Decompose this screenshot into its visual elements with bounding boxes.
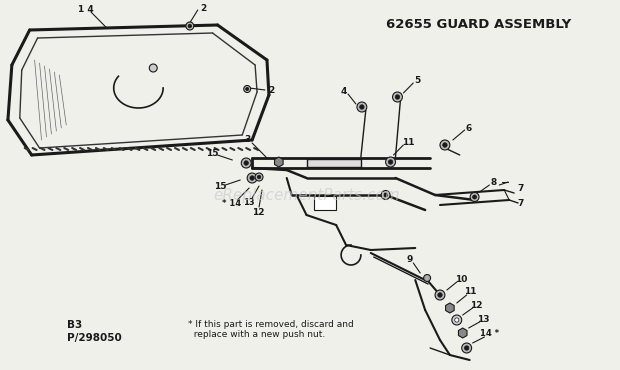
Polygon shape: [446, 303, 454, 313]
Circle shape: [443, 143, 447, 147]
Text: 12: 12: [252, 208, 264, 216]
Circle shape: [250, 176, 254, 180]
Text: 15: 15: [206, 148, 219, 158]
Circle shape: [244, 85, 250, 92]
Circle shape: [257, 175, 261, 179]
Text: 8: 8: [490, 178, 497, 186]
Circle shape: [472, 195, 477, 199]
Text: 1 4: 1 4: [78, 4, 94, 13]
Circle shape: [462, 343, 472, 353]
Bar: [306, 159, 361, 167]
Text: 2: 2: [200, 3, 207, 13]
Circle shape: [440, 140, 450, 150]
Circle shape: [255, 173, 263, 181]
Circle shape: [395, 95, 400, 99]
Circle shape: [186, 22, 194, 30]
Text: 15: 15: [215, 182, 227, 191]
Text: 5: 5: [414, 75, 420, 84]
Circle shape: [188, 24, 192, 28]
Circle shape: [357, 102, 367, 112]
Bar: [314, 196, 336, 210]
Circle shape: [435, 290, 445, 300]
Circle shape: [464, 346, 469, 350]
Circle shape: [423, 275, 430, 282]
Text: 62655 GUARD ASSEMBLY: 62655 GUARD ASSEMBLY: [386, 18, 571, 31]
Text: 3: 3: [244, 135, 250, 144]
Circle shape: [386, 157, 396, 167]
Text: * If this part is removed, discard and
  replace with a new push nut.: * If this part is removed, discard and r…: [188, 320, 353, 339]
Text: 9: 9: [406, 256, 412, 265]
Polygon shape: [458, 328, 467, 338]
Circle shape: [438, 293, 442, 297]
Circle shape: [244, 161, 249, 165]
Text: 10: 10: [454, 275, 467, 283]
Circle shape: [392, 92, 402, 102]
Circle shape: [381, 191, 390, 199]
Circle shape: [360, 105, 364, 109]
Text: * 14: * 14: [222, 198, 241, 208]
Circle shape: [388, 160, 392, 164]
Circle shape: [470, 192, 479, 202]
Text: 13: 13: [477, 314, 490, 323]
Text: 14 *: 14 *: [480, 330, 499, 339]
Text: 7: 7: [518, 198, 525, 208]
Text: 13: 13: [243, 198, 255, 206]
Circle shape: [241, 158, 251, 168]
Text: 2: 2: [268, 85, 274, 94]
Polygon shape: [275, 157, 283, 167]
Text: 7: 7: [518, 184, 525, 192]
Text: P/298050: P/298050: [67, 333, 122, 343]
Circle shape: [384, 193, 388, 197]
Circle shape: [452, 315, 462, 325]
Text: B3: B3: [67, 320, 82, 330]
Circle shape: [246, 87, 249, 91]
Text: 11: 11: [402, 138, 415, 147]
Circle shape: [247, 173, 257, 183]
Text: 6: 6: [466, 124, 472, 132]
Text: eReplacementParts.com: eReplacementParts.com: [213, 188, 400, 202]
Circle shape: [149, 64, 157, 72]
Text: 11: 11: [464, 287, 477, 296]
Circle shape: [454, 318, 459, 322]
Text: 12: 12: [471, 300, 483, 309]
Text: 4: 4: [341, 87, 347, 95]
